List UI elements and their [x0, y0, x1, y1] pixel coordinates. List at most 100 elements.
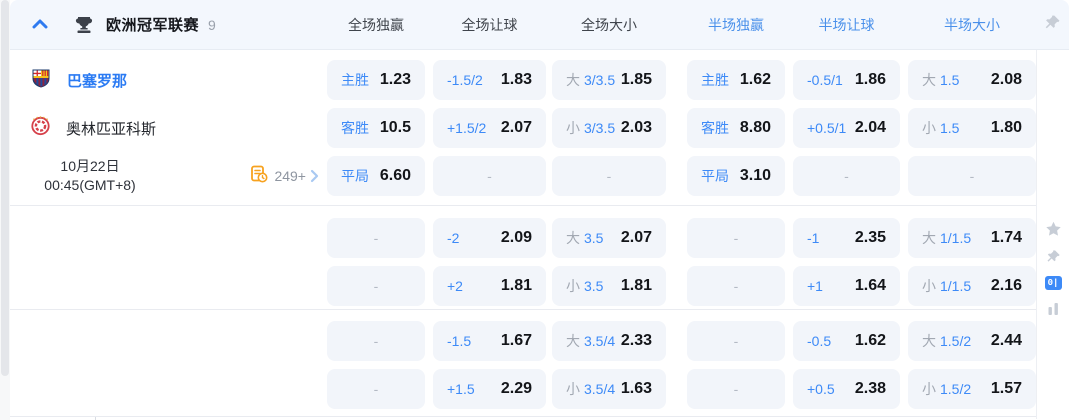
stats-bars-icon[interactable] [1047, 302, 1060, 315]
home-team-name: 巴塞罗那 [67, 72, 128, 90]
odds-cell-empty[interactable]: - [327, 321, 425, 361]
odds-cell[interactable]: 大 1.5/2 2.44 [908, 321, 1036, 361]
handicap-value: 3.5 [584, 230, 604, 246]
odds-cell[interactable]: 小 1.5/2 1.57 [908, 369, 1036, 409]
odds-cell[interactable]: -0.5/1 1.86 [793, 60, 900, 100]
chevron-up-icon [32, 16, 48, 34]
bet-label: 小 1.5/2 [922, 379, 971, 399]
empty-dash: - [373, 278, 379, 294]
scrollbar-thumb[interactable] [1, 0, 9, 376]
handicap-value: 3.5 [584, 278, 604, 294]
over-under-prefix: 大 [566, 333, 580, 349]
pin-icon[interactable] [1046, 249, 1061, 264]
odds-cell[interactable]: +0.5/1 2.04 [793, 108, 900, 148]
empty-dash: - [733, 333, 739, 349]
away-team[interactable]: 奥林匹亚科斯 [10, 115, 156, 141]
odds-cell[interactable]: 大 3.5 2.07 [552, 218, 666, 258]
panel-body: 巴塞罗那 主胜 1.23 -1.5/2 1.83 大 3/3.5 1.85 主胜 1.62 -0.… [10, 50, 1069, 419]
favorite-star-icon[interactable] [1045, 221, 1062, 237]
odds-cell[interactable]: 客胜 10.5 [327, 108, 425, 148]
odds-value: 2.35 [854, 229, 886, 246]
odds-cell[interactable]: 客胜 8.80 [687, 108, 785, 148]
bet-label: 平局 [341, 168, 369, 184]
odds-value: 1.85 [620, 71, 652, 88]
odds-cell[interactable]: 小 3.5 1.81 [552, 266, 666, 306]
bet-label: +0.5/1 [807, 120, 847, 136]
odds-cell[interactable]: -0.5 1.62 [793, 321, 900, 361]
odds-cell-empty[interactable]: - [433, 156, 546, 196]
bet-label: +1 [807, 278, 823, 294]
league-block: 欧洲冠军联赛 9 [10, 13, 327, 37]
odds-row: - +2 1.81 小 3.5 1.81- +1 1.64 小 1/1.5 2.16 [10, 266, 1036, 306]
odds-cell[interactable]: 平局 6.60 [327, 156, 425, 196]
odds-value: 2.33 [620, 332, 652, 349]
chevron-right-icon [310, 169, 319, 183]
more-markets-link[interactable]: 249+ [249, 164, 319, 189]
odds-value: 1.62 [854, 332, 886, 349]
odds-cell[interactable]: 大 1.5 2.08 [908, 60, 1036, 100]
odds-cell[interactable]: +0.5 2.38 [793, 369, 900, 409]
odds-cell-empty[interactable]: - [908, 156, 1036, 196]
bet-label: -1.5/2 [447, 72, 483, 88]
odds-cell[interactable]: 平局 3.10 [687, 156, 785, 196]
odds-cell[interactable]: -1.5/2 1.83 [433, 60, 546, 100]
odds-cell[interactable]: -1.5 1.67 [433, 321, 546, 361]
odds-cell-empty[interactable]: - [552, 156, 666, 196]
collapse-button[interactable] [28, 13, 52, 37]
home-team[interactable]: 巴塞罗那 [10, 67, 127, 94]
over-under-prefix: 大 [922, 72, 936, 88]
odds-cell[interactable]: -1 2.35 [793, 218, 900, 258]
odds-cell-empty[interactable]: - [793, 156, 900, 196]
odds-value: 1.62 [739, 71, 771, 88]
odds-cell[interactable]: 小 3.5/4 1.63 [552, 369, 666, 409]
odds-cell[interactable]: 小 1.5 1.80 [908, 108, 1036, 148]
odds-cell[interactable]: +1.5/2 2.07 [433, 108, 546, 148]
empty-dash: - [733, 381, 739, 397]
odds-format-badge-icon[interactable]: 0| [1044, 276, 1062, 290]
handicap-value: 1.5 [940, 72, 960, 88]
odds-cell-empty[interactable]: - [687, 218, 785, 258]
odds-cell[interactable]: 大 1/1.5 1.74 [908, 218, 1036, 258]
odds-cell-empty[interactable]: - [327, 218, 425, 258]
odds-value: 8.80 [739, 119, 771, 136]
column-header-half-handicap: 半场让球 [818, 16, 875, 33]
odds-value: 2.04 [854, 119, 886, 136]
odds-cell-empty[interactable]: - [327, 369, 425, 409]
empty-dash: - [606, 168, 612, 184]
odds-cell-empty[interactable]: - [687, 266, 785, 306]
bet-label: 小 1/1.5 [922, 276, 971, 296]
odds-cell[interactable]: +2 1.81 [433, 266, 546, 306]
odds-row: - -1.5 1.67 大 3.5/4 2.33- -0.5 1.62 大 1.5/2 2.44 [10, 321, 1036, 361]
odds-cell-empty[interactable]: - [327, 266, 425, 306]
odds-cell[interactable]: 大 3.5/4 2.33 [552, 321, 666, 361]
bet-label: 大 1.5/2 [922, 331, 971, 351]
odds-cell[interactable]: 主胜 1.62 [687, 60, 785, 100]
empty-dash: - [844, 168, 849, 184]
odds-cell[interactable]: 大 3/3.5 1.85 [552, 60, 666, 100]
odds-cell[interactable]: +1 1.64 [793, 266, 900, 306]
odds-cell-empty[interactable]: - [687, 321, 785, 361]
odds-cell-empty[interactable]: - [687, 369, 785, 409]
odds-value: 1.86 [854, 71, 886, 88]
over-under-prefix: 大 [922, 333, 936, 349]
pin-icon[interactable] [1044, 14, 1061, 36]
match-datetime: 10月22日 00:45(GMT+8) [10, 157, 170, 195]
markets-doc-icon [249, 164, 269, 189]
handicap-value: 3/3.5 [584, 72, 616, 88]
vertical-scrollbar[interactable] [0, 0, 10, 420]
odds-row: - -2 2.09 大 3.5 2.07- -1 2.35 大 1/1.5 1.74 [10, 218, 1036, 258]
odds-value: 2.38 [854, 380, 886, 397]
odds-cell[interactable]: -2 2.09 [433, 218, 546, 258]
odds-cell[interactable]: 小 3/3.5 2.03 [552, 108, 666, 148]
bet-label: 大 3.5 [566, 228, 603, 248]
odds-cell[interactable]: +1.5 2.29 [433, 369, 546, 409]
odds-row: - +1.5 2.29 小 3.5/4 1.63- +0.5 2.38 小 1.5/2 1.57 [10, 369, 1036, 409]
empty-dash: - [487, 168, 492, 184]
odds-value: 1.57 [990, 380, 1022, 397]
odds-content: 巴塞罗那 主胜 1.23 -1.5/2 1.83 大 3/3.5 1.85 主胜 1.62 -0.… [10, 50, 1036, 419]
odds-cell[interactable]: 小 1/1.5 2.16 [908, 266, 1036, 306]
odds-cell[interactable]: 主胜 1.23 [327, 60, 425, 100]
odds-row-home: 巴塞罗那 主胜 1.23 -1.5/2 1.83 大 3/3.5 1.85 主胜 1.62 -0.… [10, 60, 1036, 100]
column-header-half-over-under: 半场大小 [944, 16, 1000, 33]
bet-label: 平局 [701, 168, 729, 184]
